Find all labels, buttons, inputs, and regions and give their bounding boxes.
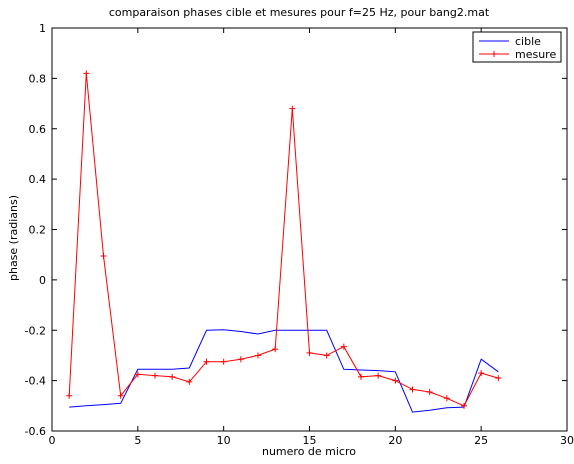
x-tick-label: 25 <box>474 434 488 447</box>
x-tick-label: 30 <box>560 434 574 447</box>
data-point-mesure <box>134 371 141 378</box>
data-point-mesure <box>272 346 279 353</box>
series-line-cible <box>69 329 499 413</box>
legend-box <box>472 31 562 63</box>
x-tick-label: 20 <box>388 434 402 447</box>
chart-title: comparaison phases cible et mesures pour… <box>109 6 490 19</box>
plot-frame <box>51 27 568 432</box>
data-point-mesure <box>392 377 399 384</box>
y-tick-label: -0.4 <box>25 375 46 388</box>
y-tick-label: 0.2 <box>29 224 47 237</box>
data-point-mesure <box>495 375 502 382</box>
data-point-mesure <box>323 352 330 359</box>
data-point-mesure <box>375 372 382 379</box>
data-point-mesure <box>255 352 261 359</box>
axis-ticks <box>51 27 568 432</box>
y-tick-label: -0.6 <box>25 425 46 438</box>
data-point-mesure <box>358 373 364 380</box>
legend-label-cible: cible <box>515 35 541 48</box>
legend-marker-mesure <box>491 51 497 57</box>
data-point-mesure <box>66 392 73 399</box>
data-point-mesure <box>443 395 450 402</box>
x-tick-label: 15 <box>303 434 317 447</box>
data-point-mesure <box>289 105 296 112</box>
y-tick-label: -0.2 <box>25 324 46 337</box>
x-tick-label: 0 <box>49 434 56 447</box>
x-tick-label: 5 <box>134 434 141 447</box>
data-point-mesure <box>152 372 158 379</box>
y-tick-label: 0.8 <box>29 72 47 85</box>
data-point-mesure <box>426 388 433 395</box>
data-point-mesure <box>100 252 107 259</box>
x-axis-label: numero de micro <box>262 445 356 458</box>
axis-tick-labels: 0 5 10 15 20 25 30 -0.6 -0.4 -0.2 0 0.2 0.4 0.6 0.8 1 <box>25 22 574 447</box>
data-point-mesure <box>117 392 124 399</box>
legend-label-mesure: mesure <box>515 48 556 61</box>
data-point-mesure <box>203 358 210 365</box>
x-tick-label: 10 <box>217 434 231 447</box>
y-tick-label: 0 <box>39 274 46 287</box>
data-point-mesure <box>409 386 416 393</box>
data-point-mesure <box>186 378 193 385</box>
data-point-mesure <box>169 373 176 380</box>
data-point-mesure <box>220 358 227 365</box>
plot-area-border <box>51 27 568 432</box>
series-layer <box>66 70 502 413</box>
y-axis-label: phase (radians) <box>7 195 20 281</box>
y-tick-label: 0.4 <box>29 173 47 186</box>
y-tick-label: 1 <box>39 22 46 35</box>
data-point-mesure <box>340 343 347 350</box>
y-tick-label: 0.6 <box>29 123 47 136</box>
data-point-mesure <box>83 70 90 77</box>
data-point-mesure <box>461 402 467 409</box>
data-point-mesure <box>237 356 244 363</box>
data-point-mesure <box>306 349 313 356</box>
data-point-mesure <box>478 370 485 377</box>
